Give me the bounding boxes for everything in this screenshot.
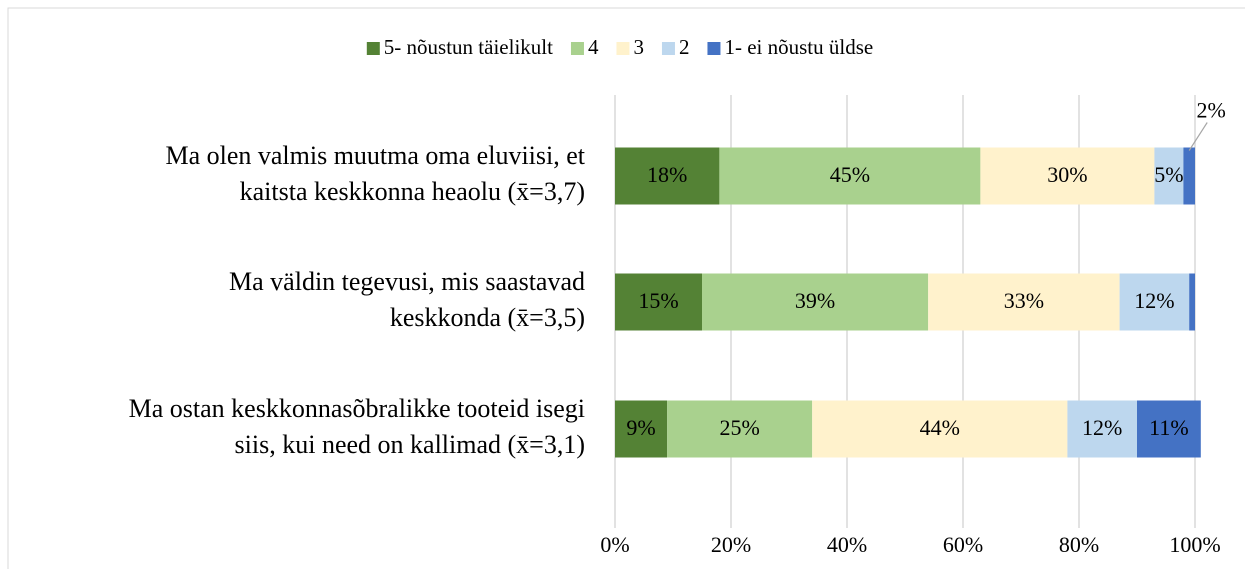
value-label: 9% xyxy=(626,415,655,440)
legend-label: 3 xyxy=(633,35,644,59)
value-label: 30% xyxy=(1047,162,1087,187)
bar-segment xyxy=(1154,147,1184,205)
bar-segment xyxy=(702,273,929,331)
bar-segment xyxy=(615,273,702,331)
value-label: 18% xyxy=(647,162,687,187)
bar-segment xyxy=(615,147,720,205)
legend-label: 2 xyxy=(679,35,690,59)
value-label: 25% xyxy=(720,415,760,440)
category-label: keskkonda (x̄=3,5) xyxy=(390,303,585,332)
x-tick-label: 80% xyxy=(1059,532,1099,557)
bar-segment xyxy=(1067,400,1137,458)
bar-segment xyxy=(1183,147,1195,205)
value-label: 39% xyxy=(795,288,835,313)
value-label: 12% xyxy=(1134,288,1174,313)
category-label: Ma väldin tegevusi, mis saastavad xyxy=(229,267,585,296)
category-label: kaitsta keskkonna heaolu (x̄=3,7) xyxy=(240,177,585,206)
value-label: 5% xyxy=(1154,162,1183,187)
legend-swatch xyxy=(661,42,675,55)
legend-swatch xyxy=(366,42,380,55)
value-label: 15% xyxy=(638,288,678,313)
chart-frame xyxy=(7,7,1245,569)
legend-label: 5- nõustun täielikult xyxy=(384,35,553,59)
bar-segment xyxy=(1189,273,1195,331)
bar-segment xyxy=(928,273,1120,331)
legend-swatch xyxy=(707,42,721,55)
bar-segment xyxy=(615,400,668,458)
value-label: 2% xyxy=(1197,98,1226,123)
category-label: Ma olen valmis muutma oma eluviisi, et xyxy=(165,141,585,170)
legend-swatch xyxy=(616,42,630,55)
legend: 5- nõustun täielikult 4 3 2 1- ei nõustu üld… xyxy=(366,35,873,59)
category-label: siis, kui need on kallimad (x̄=3,1) xyxy=(235,430,585,459)
bar-segment xyxy=(980,147,1155,205)
x-tick-label: 20% xyxy=(711,532,751,557)
category-label: Ma ostan keskkonnasõbralikke tooteid ise… xyxy=(129,394,585,423)
value-label: 11% xyxy=(1149,415,1189,440)
value-label: 44% xyxy=(920,415,960,440)
x-tick-label: 60% xyxy=(943,532,983,557)
legend-swatch xyxy=(570,42,584,55)
legend-label: 1- ei nõustu üldse xyxy=(724,35,873,59)
value-label: 33% xyxy=(1004,288,1044,313)
legend-label: 4 xyxy=(588,35,599,59)
bar-segment xyxy=(719,147,981,205)
value-label: 12% xyxy=(1082,415,1122,440)
bar-segment xyxy=(1137,400,1201,458)
value-label: 45% xyxy=(830,162,870,187)
bar-segment xyxy=(1119,273,1190,331)
x-tick-label: 0% xyxy=(600,532,629,557)
x-tick-label: 40% xyxy=(827,532,867,557)
x-tick-label: 100% xyxy=(1169,532,1220,557)
leader-line xyxy=(1188,122,1208,151)
bar-segment xyxy=(667,400,813,458)
bar-segment xyxy=(812,400,1068,458)
